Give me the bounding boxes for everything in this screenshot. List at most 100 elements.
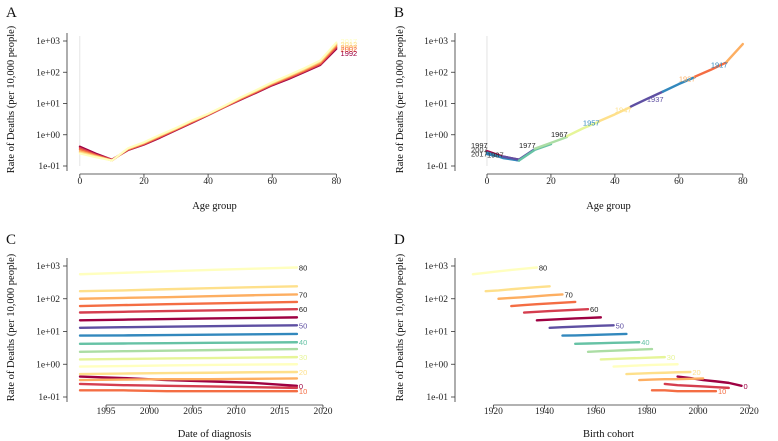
series-line-1997 (78, 46, 338, 161)
data-label-20: 20 (692, 368, 700, 377)
data-label-1992: 1992 (341, 49, 358, 58)
panel-b: B 1e-01 1e+00 1e+01 1e+02 1e+03 0 20 40 60 80 Age g… (394, 5, 748, 212)
x-tick-label: 0 (485, 177, 490, 187)
x-axis-title: Age group (586, 201, 631, 212)
x-tick-label: 1960 (586, 407, 605, 417)
y-tick-label: 1e+02 (424, 68, 448, 78)
cohort-line-age-45 (561, 332, 628, 337)
data-label-2017: 2017 (471, 150, 488, 159)
data-label-70: 70 (299, 290, 307, 299)
panel-label: C (6, 232, 16, 248)
cohort-line-1947 (597, 105, 633, 123)
data-label-10: 10 (299, 387, 307, 396)
y-tick-label: 1e+00 (424, 360, 448, 370)
age-line-35 (78, 347, 299, 353)
y-tick-label: 1e+00 (424, 131, 448, 141)
age-line-50 (78, 324, 299, 329)
data-label-1997: 1997 (471, 141, 488, 150)
cohort-line-age-75 (484, 285, 551, 293)
y-tick-label: 1e+01 (36, 328, 60, 338)
age-line-65 (78, 300, 299, 308)
y-tick-label: 1e+01 (424, 328, 448, 338)
cohort-line-age-40 (574, 341, 641, 346)
data-label-50: 50 (616, 321, 624, 330)
y-tick-label: 1e+03 (36, 37, 60, 47)
y-tick-label: 1e+00 (36, 131, 60, 141)
data-label-1937: 1937 (647, 95, 664, 104)
y-tick-label: 1e-01 (426, 162, 448, 172)
y-axis-title: Rate of Deaths (per 10,000 people) (6, 25, 17, 173)
x-tick-label: 2015 (270, 407, 289, 417)
y-axis-title: Rate of Deaths (per 10,000 people) (395, 253, 406, 401)
cohort-line-age-55 (535, 316, 603, 322)
data-label-2007: 2007 (341, 43, 358, 52)
data-label-10: 10 (718, 387, 726, 396)
panel-c: C 1e-01 1e+00 1e+01 1e+02 1e+03 1995 2000 2005 20… (6, 232, 333, 440)
data-label-70: 70 (564, 290, 572, 299)
data-label-30: 30 (299, 353, 307, 362)
data-label-50: 50 (299, 321, 307, 330)
series-line-1992 (78, 47, 338, 161)
y-tick-label: 1e+03 (424, 37, 448, 47)
y-axis-title: Rate of Deaths (per 10,000 people) (395, 25, 406, 173)
y-tick-label: 1e-01 (38, 393, 60, 403)
age-line-0 (78, 375, 299, 387)
y-tick-label: 1e+02 (424, 295, 448, 305)
cohort-line-1967 (533, 135, 569, 150)
panel-a: A 1e-01 1e+00 1e+01 1e+02 1e+03 0 20 40 60 80 Age g… (6, 5, 357, 212)
data-label-40: 40 (299, 338, 307, 347)
cohort-line-age-25 (612, 363, 679, 368)
cohort-line-age-15 (638, 377, 705, 382)
age-line-5 (78, 382, 299, 390)
data-label-1977: 1977 (519, 141, 536, 150)
data-label-1917: 1917 (711, 61, 728, 70)
data-label-80: 80 (539, 263, 547, 272)
data-label-2002: 2002 (341, 45, 358, 54)
x-axis-title: Birth cohort (583, 429, 634, 440)
y-tick-label: 1e+02 (36, 68, 60, 78)
panel-label: A (6, 5, 17, 21)
data-label-60: 60 (590, 305, 598, 314)
x-tick-label: 20 (546, 177, 556, 187)
cohort-line-age-65 (510, 300, 577, 308)
x-tick-label: 2020 (313, 407, 332, 417)
cohort-line-age-10 (650, 389, 718, 393)
cohort-line-age-30 (599, 355, 666, 361)
cohort-line-age-35 (586, 347, 654, 353)
y-tick-label: 1e+01 (36, 100, 60, 110)
y-tick-label: 1e+03 (36, 262, 60, 272)
age-line-75 (78, 285, 299, 293)
data-label-1967: 1967 (551, 130, 568, 139)
data-label-1987: 1987 (487, 150, 504, 159)
y-tick-label: 1e-01 (426, 393, 448, 403)
panel-label: D (394, 232, 405, 248)
x-tick-label: 1920 (484, 407, 503, 417)
x-tick-label: 40 (203, 177, 213, 187)
cohort-line-1937 (629, 90, 665, 108)
data-label-1947: 1947 (615, 105, 632, 114)
cohort-line-1927 (661, 75, 697, 93)
cohort-line-age-60 (522, 307, 590, 314)
x-tick-label: 2000 (689, 407, 708, 417)
cohort-line-age-70 (497, 293, 564, 300)
x-tick-label: 2010 (227, 407, 246, 417)
data-label-40: 40 (641, 338, 649, 347)
age-line-70 (78, 293, 299, 300)
x-axis-title: Age group (192, 201, 237, 212)
data-label-1957: 1957 (583, 118, 600, 127)
x-tick-label: 2020 (740, 407, 759, 417)
x-tick-label: 20 (139, 177, 149, 187)
series-line-2002 (78, 45, 338, 162)
cohort-line-1912 (725, 42, 745, 63)
y-tick-label: 1e+00 (36, 360, 60, 370)
panel-d: D 1e-01 1e+00 1e+01 1e+02 1e+03 1920 1940 1960 19… (394, 232, 759, 440)
data-label-2007: 2007 (471, 146, 488, 155)
x-tick-label: 1940 (535, 407, 554, 417)
y-tick-label: 1e+03 (424, 262, 448, 272)
x-tick-label: 2005 (183, 407, 202, 417)
age-line-60 (78, 307, 299, 314)
age-line-80 (78, 266, 299, 276)
age-line-20 (78, 370, 299, 376)
data-label-60: 60 (299, 305, 307, 314)
series-line-2017 (78, 41, 338, 162)
